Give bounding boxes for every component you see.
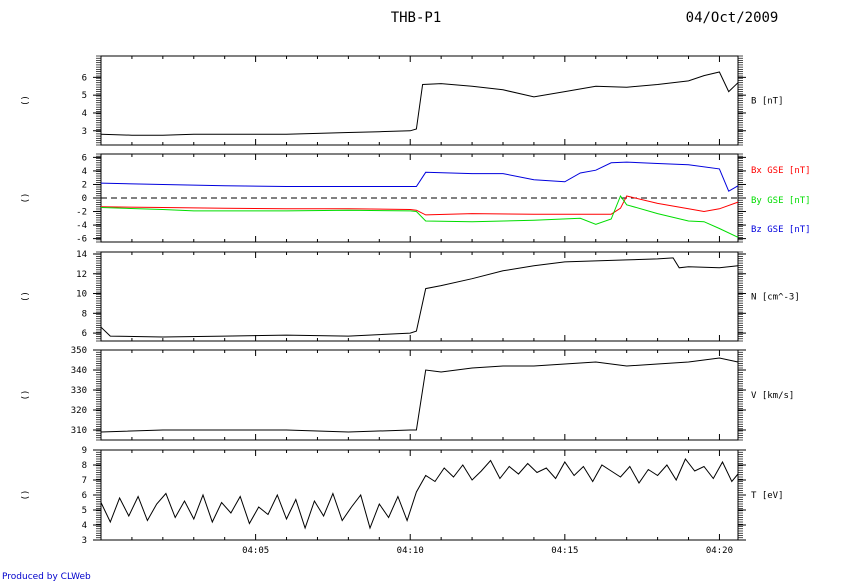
y-tick-label: 5 (82, 91, 87, 101)
y-tick-label: 3 (82, 127, 87, 137)
plot-date: 04/Oct/2009 (686, 10, 779, 26)
series-label: Bz GSE [nT] (751, 225, 811, 235)
y-tick-label: 6 (82, 73, 87, 83)
panel-left-label: () (19, 291, 29, 302)
y-tick-label: 6 (82, 491, 87, 501)
y-tick-label: 7 (82, 476, 87, 486)
series-line (100, 161, 739, 192)
y-tick-label: 330 (71, 386, 87, 396)
y-tick-label: 4 (82, 109, 87, 119)
produced-by-credit: Produced by CLWeb (2, 572, 91, 582)
y-tick-label: 3 (82, 536, 87, 546)
panel-frame (100, 55, 739, 146)
x-tick-label: 04:05 (242, 546, 269, 556)
plot-title: THB-P1 (391, 10, 442, 26)
panels-group: () 3 4 5 6 B [nT] () -6 -4 -2 0 2 4 6 Bx GSE [nT] By GS… (19, 55, 811, 556)
panel-frame (100, 349, 739, 441)
panel-2: () -6 -4 -2 0 2 4 6 Bx GSE [nT] By GSE [nT] Bz GSE… (19, 153, 811, 244)
panel-left-label: () (19, 490, 29, 501)
y-tick-label: 9 (82, 446, 87, 456)
y-tick-label: -2 (76, 208, 87, 218)
panel-left-label: () (19, 193, 29, 204)
series-line (100, 194, 739, 238)
y-tick-label: 5 (82, 506, 87, 516)
y-tick-label: 0 (82, 194, 87, 204)
y-tick-label: 8 (82, 461, 87, 471)
y-tick-label: 14 (76, 250, 87, 260)
panel-3: () 6 8 10 12 14 N [cm^-3] (19, 250, 800, 342)
y-tick-label: 320 (71, 406, 87, 416)
series-label: Bx GSE [nT] (751, 166, 811, 176)
y-tick-label: 350 (71, 346, 87, 356)
x-tick-label: 04:15 (551, 546, 578, 556)
series-label: By GSE [nT] (751, 196, 811, 206)
y-tick-label: 2 (82, 180, 87, 190)
y-tick-label: 310 (71, 426, 87, 436)
y-tick-label: 4 (82, 167, 87, 177)
series-label: N [cm^-3] (751, 293, 800, 303)
panel-left-label: () (19, 390, 29, 401)
series-label: V [km/s] (751, 391, 794, 401)
panel-5: () 3 4 5 6 7 8 9 T [eV] (19, 446, 784, 546)
y-tick-label: 6 (82, 153, 87, 163)
series-line (100, 458, 739, 530)
y-tick-label: 10 (76, 290, 87, 300)
y-tick-label: 6 (82, 329, 87, 339)
y-tick-label: 340 (71, 366, 87, 376)
series-line (100, 357, 739, 433)
panel-4: () 310 320 330 340 350 V [km/s] (19, 346, 794, 441)
y-tick-label: 4 (82, 521, 87, 531)
y-tick-label: 8 (82, 309, 87, 319)
y-tick-label: -6 (76, 235, 87, 245)
panel-1: () 3 4 5 6 B [nT] (19, 55, 784, 146)
x-tick-label: 04:10 (397, 546, 424, 556)
series-label: B [nT] (751, 97, 784, 107)
panel-frame (100, 449, 739, 541)
panel-left-label: () (19, 95, 29, 106)
x-tick-label: 04:20 (706, 546, 733, 556)
panel-frame (100, 251, 739, 342)
y-tick-label: -4 (76, 221, 87, 231)
series-line (100, 71, 739, 136)
y-tick-label: 12 (76, 270, 87, 280)
series-label: T [eV] (751, 491, 784, 501)
series-line (100, 195, 739, 216)
series-line (100, 257, 739, 338)
